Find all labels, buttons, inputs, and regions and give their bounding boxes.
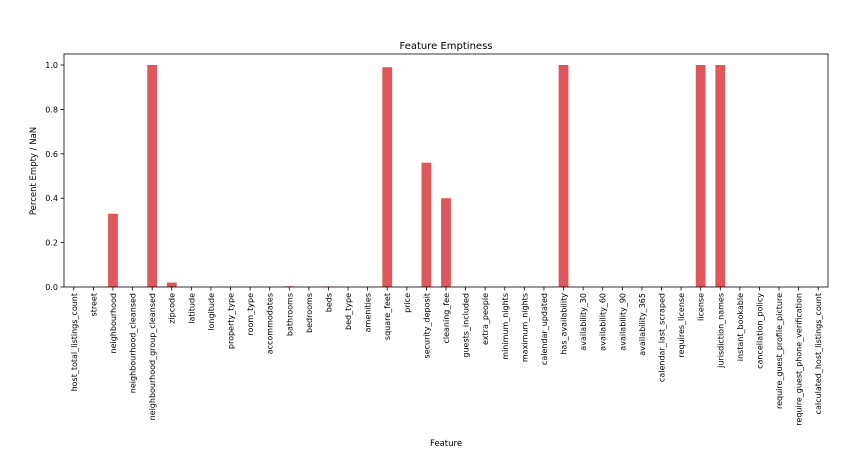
x-tick-label: availability_30 — [579, 293, 588, 351]
x-tick-label: requires_license — [677, 293, 686, 358]
x-tick-label: price — [403, 293, 412, 313]
x-tick-label: neighbourhood_group_cleansed — [148, 293, 157, 420]
x-tick-label: jurisdiction_names — [716, 293, 725, 369]
x-tick-label: minimum_nights — [501, 293, 510, 360]
bar-cleaning_fee — [441, 198, 451, 287]
x-tick-label: bed_type — [344, 293, 353, 330]
y-tick-label: 0.6 — [45, 150, 58, 159]
x-tick-label: bedrooms — [305, 293, 314, 333]
y-tick-label: 0.2 — [45, 239, 58, 248]
x-tick-label: require_guest_phone_verification — [795, 293, 804, 426]
bar-jurisdiction_names — [715, 65, 726, 287]
x-tick-label: availability_90 — [618, 293, 627, 351]
bar-neighbourhood — [108, 213, 118, 287]
x-tick-label: maximum_nights — [520, 293, 529, 362]
y-axis-title: Percent Empty / NaN — [29, 127, 39, 215]
x-tick-label: calendar_last_scraped — [657, 293, 666, 382]
x-tick-label: bathrooms — [285, 293, 294, 336]
x-tick-label: room_type — [246, 293, 255, 336]
x-tick-label: neighbourhood — [109, 293, 118, 354]
x-tick-label: street — [89, 293, 98, 316]
bar-security_deposit — [421, 162, 432, 287]
x-tick-label: property_type — [227, 293, 236, 349]
bars-group — [108, 65, 726, 288]
x-tick-label: host_total_listings_count — [70, 293, 79, 391]
bar-license — [695, 65, 706, 287]
y-tick-label: 0.4 — [45, 194, 58, 203]
x-tick-label: instant_bookable — [736, 293, 745, 361]
x-tick-label: extra_people — [481, 293, 490, 345]
x-tick-label: license — [697, 293, 706, 321]
bar-neighbourhood_group_cleansed — [147, 65, 158, 287]
x-tick-label: longitude — [207, 293, 216, 331]
x-tick-label: cancellation_policy — [755, 293, 764, 369]
x-tick-label: square_feet — [383, 293, 392, 340]
y-tick-label: 1.0 — [45, 61, 58, 70]
plot-frame — [63, 53, 829, 288]
x-tick-label: cleaning_fee — [442, 293, 451, 344]
x-tick-label: calculated_host_listings_count — [814, 293, 823, 414]
bar-zipcode — [166, 282, 177, 287]
x-tick-label: latitude — [187, 293, 196, 324]
y-tick-label: 0.0 — [45, 283, 58, 292]
x-tick-label: guests_included — [462, 293, 471, 358]
y-tick-label: 0.8 — [45, 105, 58, 114]
x-tick-label: beds — [324, 293, 333, 312]
x-tick-label: calendar_updated — [540, 293, 549, 365]
x-tick-label: security_deposit — [422, 293, 431, 358]
y-axis: 0.0 0.2 0.4 0.6 0.8 1.0 — [45, 61, 64, 292]
x-tick-label: amenities — [364, 293, 373, 332]
x-tick-label: has_availability — [560, 293, 569, 355]
x-tick-label: availability_60 — [599, 293, 608, 351]
x-tick-label: accommodates — [266, 293, 275, 354]
x-tick-label: zipcode — [168, 293, 177, 324]
x-tick-label: require_guest_profile_picture — [775, 293, 784, 409]
chart-title: Feature Emptiness — [400, 41, 493, 52]
x-axis-title: Feature — [430, 439, 462, 449]
x-tick-label: availability_365 — [638, 293, 647, 356]
bar-has_availability — [558, 65, 569, 287]
x-axis: host_total_listings_count street neighbour… — [70, 287, 823, 426]
x-tick-label: neighbourhood_cleansed — [129, 293, 138, 393]
bar-square_feet — [382, 67, 393, 287]
